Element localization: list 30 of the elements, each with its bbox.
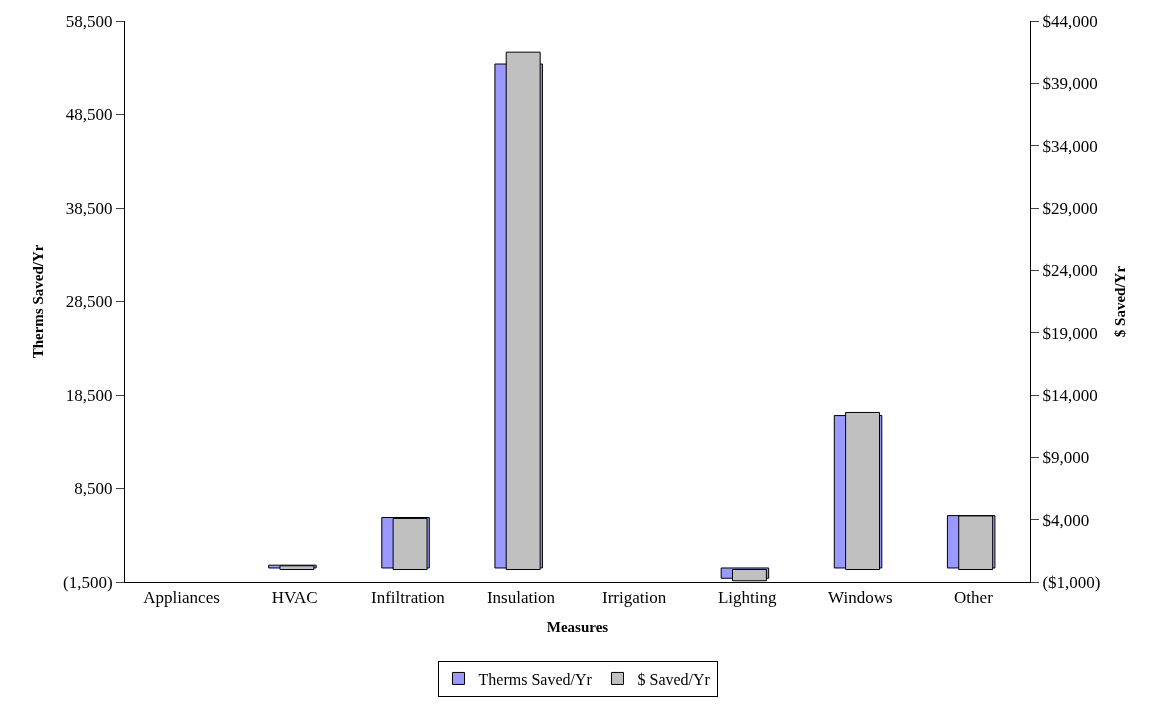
- x-tick-label: Other: [954, 588, 994, 608]
- y-tick-label: 8,500: [74, 479, 113, 499]
- y2-tick-label: $19,000: [1042, 323, 1098, 343]
- y-tick-label: 48,500: [65, 105, 113, 125]
- x-tick-label: Lighting: [717, 588, 777, 608]
- y2-tick-label: ($1,000): [1042, 572, 1101, 592]
- y-tick-label: 58,500: [65, 11, 113, 31]
- x-tick-label: Infiltration: [370, 588, 446, 608]
- y2-tick-label: $29,000: [1042, 198, 1098, 218]
- x-tick-label: HVAC: [271, 588, 318, 608]
- y2-tick-label: $44,000: [1042, 11, 1098, 31]
- y-tick-label: (1,500): [63, 572, 113, 592]
- legend-label: $ Saved/Yr: [637, 670, 711, 688]
- y-tick-label: 18,500: [65, 385, 113, 405]
- y2-tick-label: $24,000: [1042, 261, 1098, 281]
- y2-axis-title: $ Saved/Yr: [1112, 265, 1129, 338]
- x-tick-label: Appliances: [143, 588, 220, 608]
- legend-label: Therms Saved/Yr: [478, 670, 593, 688]
- y-tick-label: 38,500: [65, 198, 113, 218]
- y-axis-title: Therms Saved/Yr: [30, 244, 47, 359]
- y2-tick-label: $14,000: [1042, 385, 1098, 405]
- y-tick-label: 28,500: [65, 292, 113, 312]
- x-tick-label: Windows: [828, 588, 893, 608]
- y2-tick-label: $34,000: [1042, 136, 1098, 156]
- x-tick-label: Irrigation: [601, 588, 667, 608]
- y2-tick-label: $39,000: [1042, 74, 1098, 94]
- y2-tick-label: $4,000: [1042, 510, 1090, 530]
- y2-tick-label: $9,000: [1042, 448, 1090, 468]
- x-tick-label: Insulation: [486, 588, 556, 608]
- x-axis-title: Measures: [546, 619, 609, 636]
